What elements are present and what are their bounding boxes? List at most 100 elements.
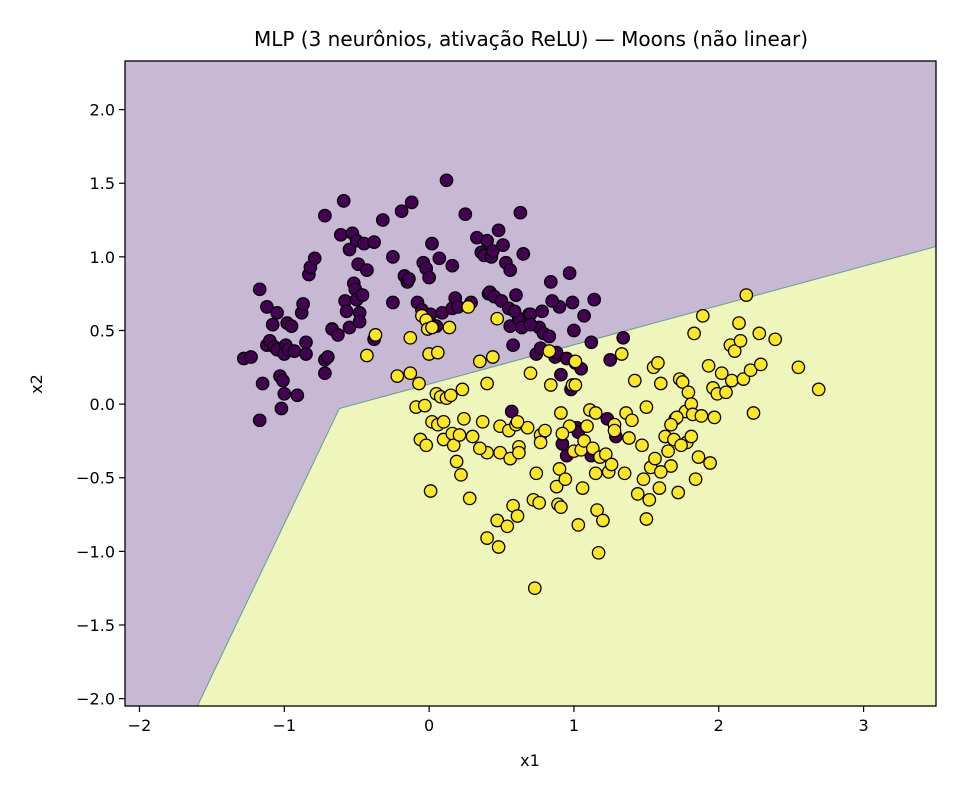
data-point (394, 204, 409, 219)
data-point (538, 423, 552, 438)
y-tick-label: −0.5 (76, 469, 115, 488)
data-point (331, 328, 345, 342)
data-point (439, 173, 454, 188)
data-point (635, 438, 649, 453)
data-point (510, 509, 525, 523)
data-point (458, 207, 473, 222)
axes-frame (124, 60, 937, 707)
data-point (549, 479, 564, 494)
data-point (516, 247, 531, 261)
data-point (568, 354, 583, 369)
data-point (591, 545, 606, 560)
data-point (449, 454, 464, 469)
data-point (732, 316, 746, 330)
data-point (651, 356, 665, 370)
data-point (367, 235, 381, 249)
data-point (386, 250, 400, 264)
data-point (454, 467, 468, 482)
data-point (529, 466, 544, 481)
x-tick-label: 2 (714, 716, 724, 735)
data-point (255, 376, 270, 391)
data-point (555, 426, 570, 441)
data-point (542, 329, 557, 344)
data-point (290, 388, 305, 403)
data-point (691, 450, 706, 464)
data-point (493, 445, 507, 460)
data-point (436, 414, 451, 429)
data-point (639, 400, 654, 414)
data-point (355, 288, 370, 302)
data-point (520, 420, 535, 435)
data-point (352, 314, 367, 329)
data-point (425, 236, 439, 251)
data-point (403, 330, 418, 345)
data-point (558, 472, 573, 487)
data-point (532, 495, 547, 510)
data-point (512, 445, 526, 460)
data-point (554, 367, 568, 382)
data-point (265, 317, 280, 332)
data-point (811, 382, 826, 397)
data-point (360, 263, 374, 277)
data-point (404, 195, 419, 210)
data-point (252, 282, 267, 297)
data-point (403, 366, 418, 381)
data-point (455, 382, 470, 397)
data-point (320, 350, 335, 364)
data-point (504, 404, 519, 419)
data-point (425, 320, 439, 335)
data-point (684, 429, 699, 444)
y-axis-label: x2 (27, 374, 46, 394)
data-point (523, 366, 538, 381)
data-point (336, 194, 351, 208)
x-tick-label: 0 (424, 716, 434, 735)
data-point (671, 485, 686, 500)
data-point (452, 428, 467, 442)
data-point (462, 491, 477, 506)
data-point (617, 466, 632, 481)
data-point (276, 373, 290, 388)
data-point (639, 512, 654, 526)
data-point (636, 472, 651, 487)
chart-title: MLP (3 neurônios, ativação ReLU) — Moons… (254, 27, 808, 51)
data-point (543, 275, 558, 289)
data-point (503, 263, 518, 277)
data-point (368, 328, 383, 342)
data-point (318, 208, 332, 223)
data-point (500, 519, 515, 534)
data-point (375, 213, 390, 227)
data-point (386, 295, 400, 310)
data-point (307, 251, 322, 266)
data-point (562, 266, 577, 280)
data-point (630, 487, 645, 501)
data-point (695, 308, 710, 323)
data-point (419, 438, 434, 453)
data-point (739, 288, 754, 302)
data-point (485, 350, 500, 364)
data-point (287, 344, 302, 358)
data-point (277, 386, 292, 401)
y-tick-label: 2.0 (90, 101, 115, 120)
data-point (653, 465, 668, 479)
data-point (260, 300, 274, 314)
y-tick-label: 1.0 (90, 248, 115, 267)
data-point (642, 492, 657, 507)
data-point (607, 423, 622, 438)
data-point (554, 500, 568, 515)
data-point (714, 366, 729, 381)
data-point (270, 305, 284, 320)
data-point (552, 462, 567, 476)
data-point (694, 409, 709, 423)
y-tick-label: −1.5 (76, 616, 115, 635)
data-point (284, 319, 299, 333)
data-point (681, 385, 696, 400)
data-point (565, 295, 580, 310)
data-point (675, 375, 690, 389)
data-point (585, 441, 600, 456)
data-point (664, 417, 678, 432)
data-point (587, 292, 602, 307)
data-point (244, 350, 258, 364)
data-point (590, 503, 604, 517)
data-point (299, 335, 313, 350)
data-point (480, 376, 494, 391)
